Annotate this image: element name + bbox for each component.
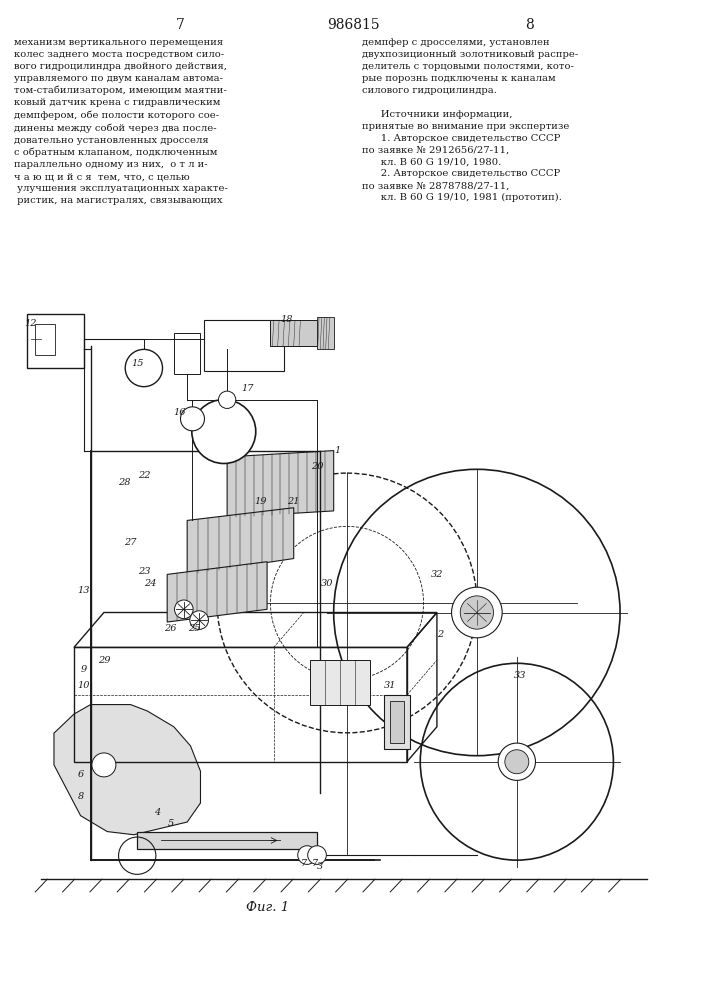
Text: демпфер с дросселями, установлен
двухпозиционный золотниковый распре-
делитель с: демпфер с дросселями, установлен двухпоз… [362,38,578,202]
Text: 22: 22 [138,471,150,480]
Text: Фиг. 1: Фиг. 1 [245,901,288,914]
Text: механизм вертикального перемещения
колес заднего моста посредством сило-
вого ги: механизм вертикального перемещения колес… [14,38,228,205]
Text: 25: 25 [187,624,200,633]
Circle shape [452,587,502,638]
Text: 26: 26 [164,624,177,633]
Polygon shape [54,705,201,835]
Text: 29: 29 [98,656,110,665]
Bar [204,320,284,371]
Text: 31: 31 [384,681,397,690]
Text: 8: 8 [78,792,83,801]
Text: 10: 10 [78,681,90,690]
Text: 23: 23 [138,567,150,576]
Text: 32: 32 [431,570,443,579]
Text: 9: 9 [81,665,87,674]
Text: 12: 12 [25,319,37,328]
Circle shape [189,611,209,629]
Text: 16: 16 [173,408,185,417]
Text: 27: 27 [124,538,136,547]
Circle shape [125,349,163,387]
Text: 20: 20 [311,462,323,471]
Text: 28: 28 [117,478,130,487]
Bar [270,320,317,346]
Bar [384,695,410,749]
Bar [174,333,201,374]
Text: 4: 4 [154,808,160,817]
Text: 986815: 986815 [327,18,380,32]
Circle shape [460,596,493,629]
Text: 2: 2 [437,630,443,639]
Polygon shape [187,508,293,574]
Circle shape [505,750,529,774]
Text: 8: 8 [525,18,534,32]
Text: 7: 7 [300,859,307,868]
Polygon shape [167,562,267,622]
Polygon shape [227,451,334,517]
Bar [390,701,404,743]
Text: 6: 6 [78,770,83,779]
Circle shape [298,846,316,864]
Bar [310,660,370,705]
Text: 13: 13 [78,586,90,595]
Circle shape [175,600,193,619]
Bar [35,324,55,355]
Text: 5: 5 [168,819,174,828]
Text: 24: 24 [144,579,157,588]
Bar [137,832,317,849]
Text: 19: 19 [255,497,267,506]
Text: 33: 33 [514,672,527,680]
Bar [317,317,334,349]
Text: 7: 7 [175,18,185,32]
Circle shape [92,753,116,777]
Text: 17: 17 [241,384,253,393]
Text: 1: 1 [334,446,340,455]
Text: 21: 21 [288,497,300,506]
Text: 18: 18 [281,315,293,324]
Text: 15: 15 [131,359,144,368]
Circle shape [192,400,256,463]
Text: 7: 7 [312,859,318,868]
Circle shape [218,391,235,408]
Circle shape [180,407,204,431]
Circle shape [308,846,327,864]
Bar [28,314,84,368]
Text: 3: 3 [317,862,324,871]
Circle shape [498,743,535,780]
Text: 30: 30 [321,579,333,588]
